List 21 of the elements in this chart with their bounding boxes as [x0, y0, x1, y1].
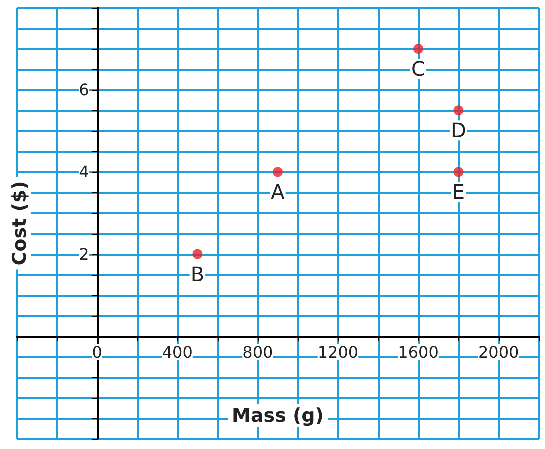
- x-tick-label: 2000: [478, 342, 520, 362]
- annotation: B: [190, 262, 205, 286]
- x-tick-label: 800: [242, 342, 274, 362]
- x-tick-label: 1600: [398, 342, 439, 362]
- annotation: A: [271, 180, 286, 204]
- annotation: E: [452, 180, 466, 204]
- point: [454, 167, 464, 178]
- x-tick-label: 400: [162, 342, 193, 362]
- annotation: C: [412, 57, 426, 82]
- x-axis-title: Mass (g): [232, 404, 324, 427]
- x-tick-label: 0: [92, 342, 102, 362]
- y-tick-label: 4: [79, 162, 90, 182]
- y-tick-label: 2: [79, 244, 90, 264]
- annotation: D: [450, 118, 466, 143]
- y-axis-title: Cost ($): [8, 181, 31, 266]
- point: [454, 106, 464, 116]
- point: [192, 249, 203, 260]
- point: [414, 44, 424, 54]
- y-tick-label: 6: [79, 80, 90, 100]
- x-tick-label: 1200: [318, 342, 359, 362]
- point: [273, 167, 283, 178]
